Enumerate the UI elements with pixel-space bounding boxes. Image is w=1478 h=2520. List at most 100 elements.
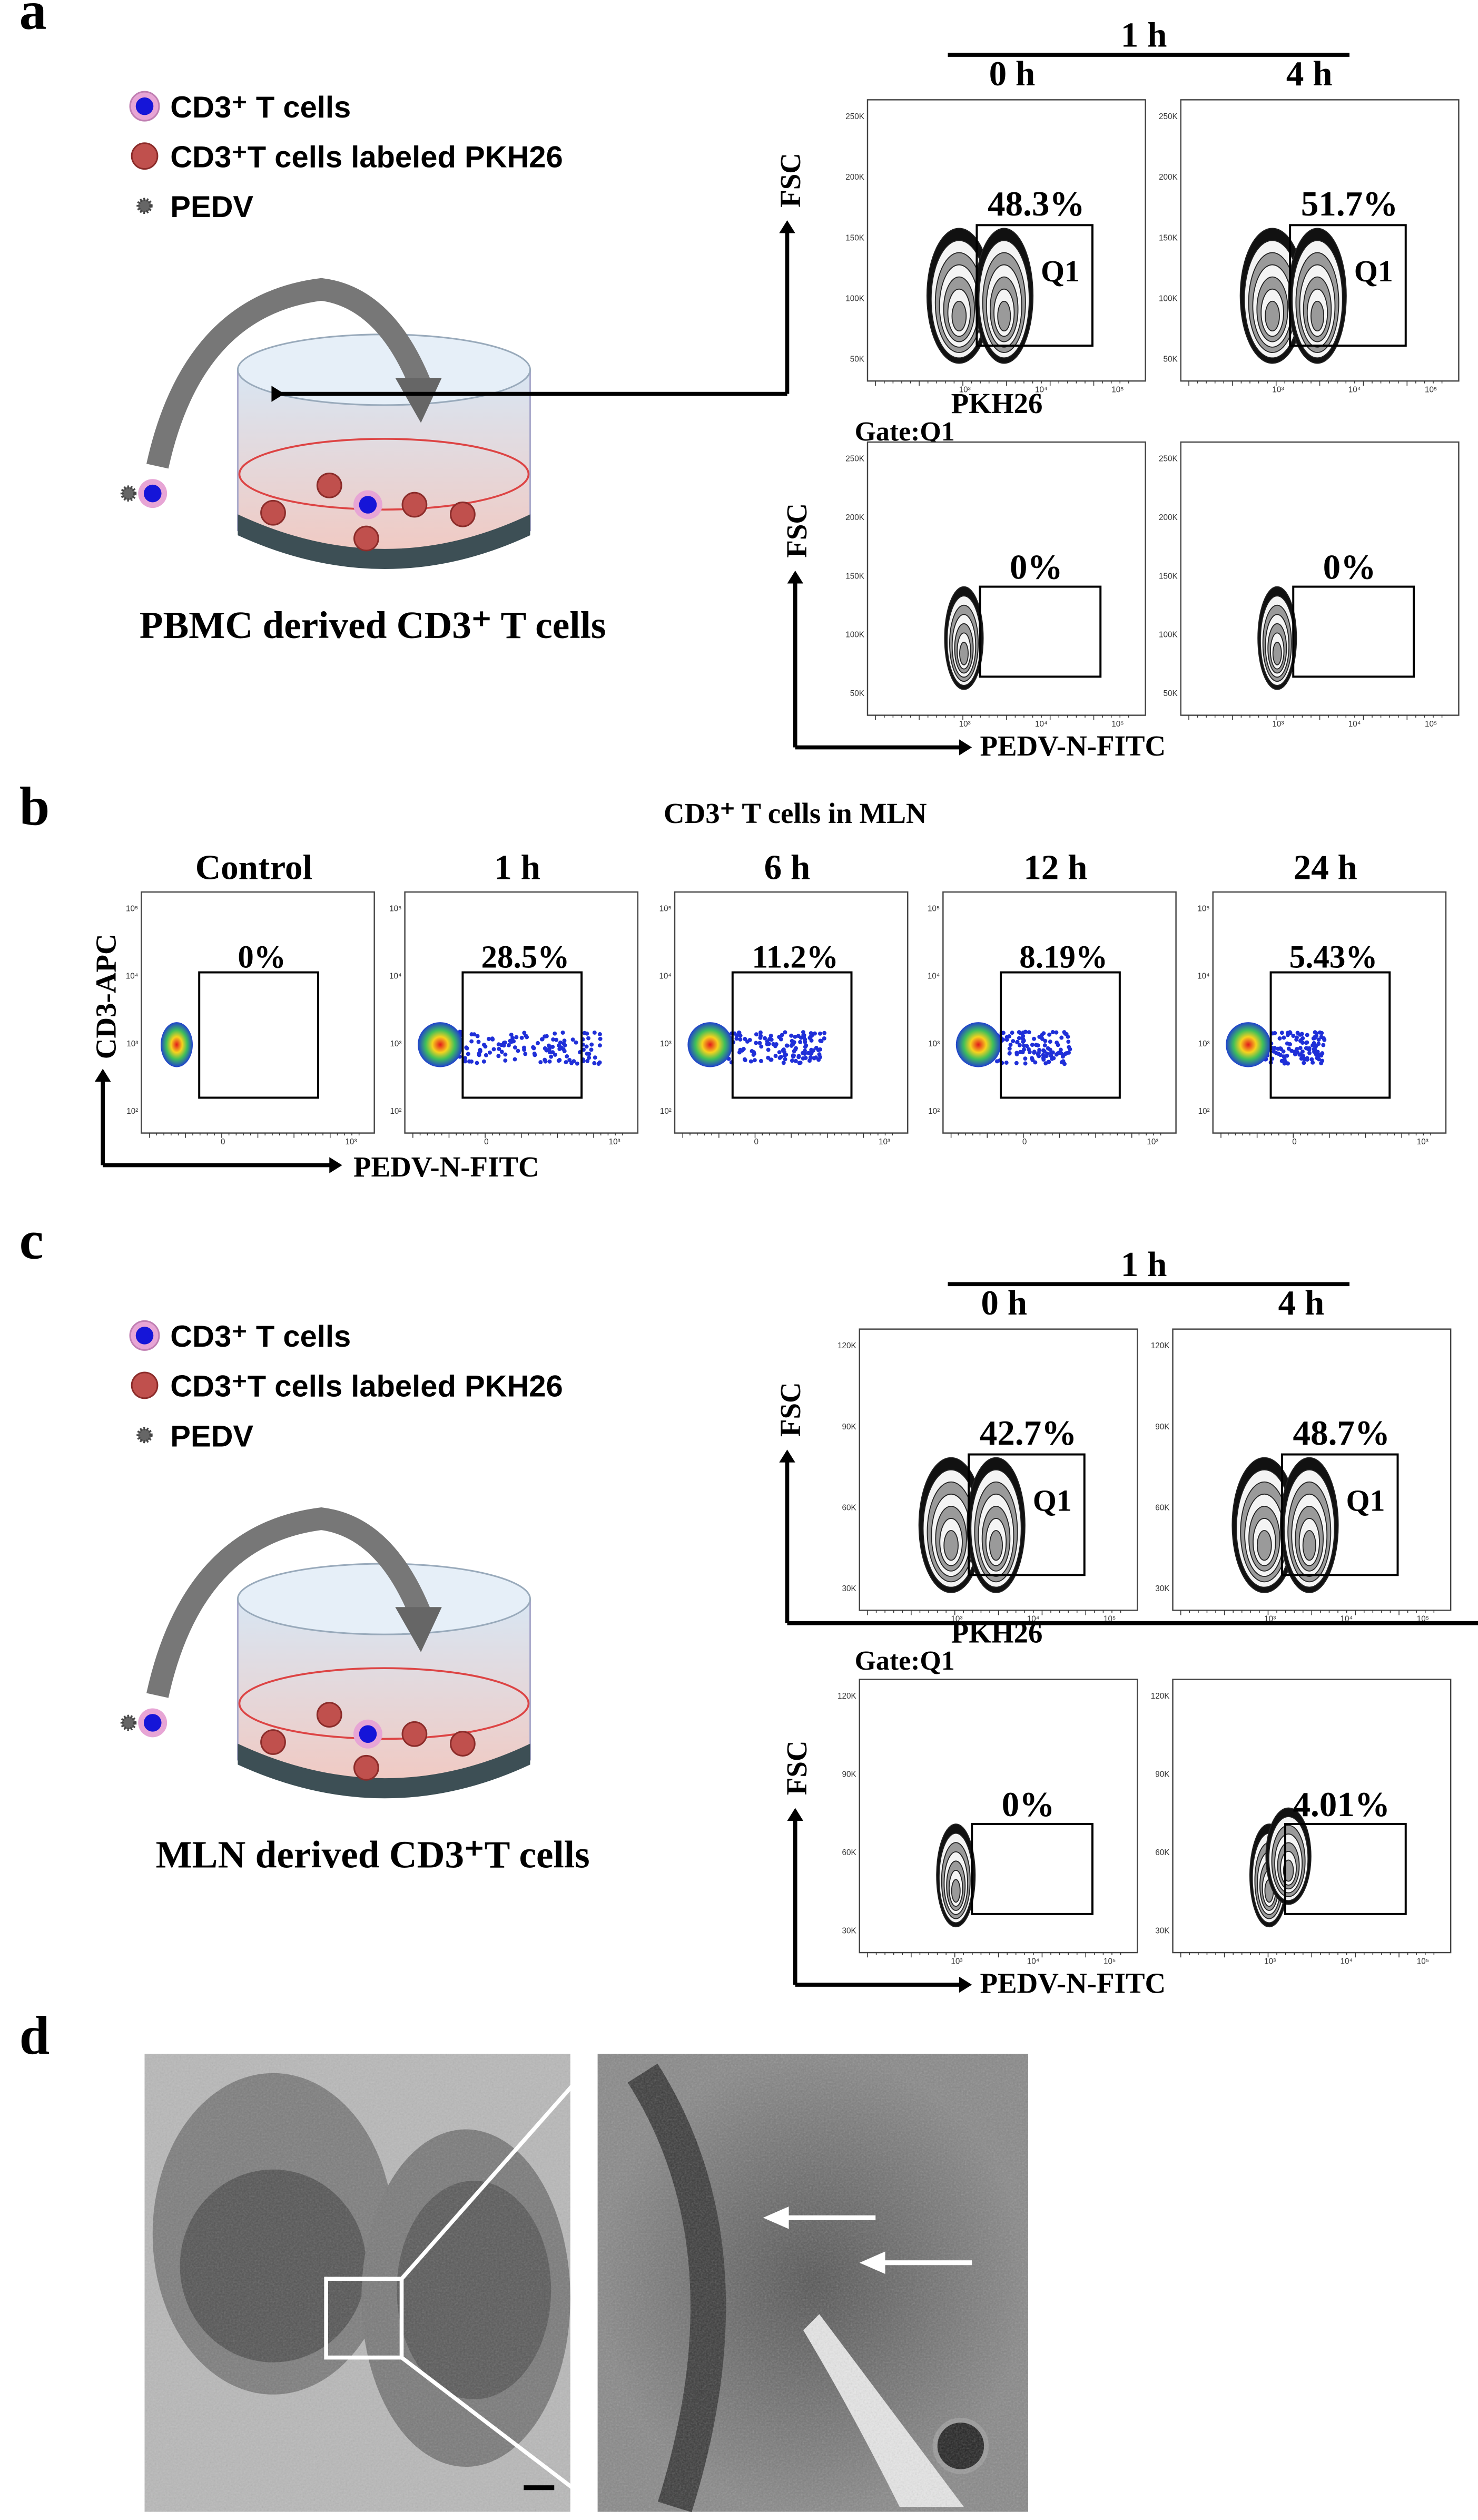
label: 30K [1155,1584,1169,1593]
label: 51.7% [1301,184,1398,223]
event [469,1039,474,1044]
label: 10⁵ [659,905,672,914]
event [768,1033,773,1038]
event [598,1036,603,1041]
label: 10³ [1147,1138,1158,1146]
event [592,1061,597,1065]
cell [260,499,286,526]
event [793,1034,797,1039]
plot-frame [866,441,1146,716]
event [1321,1043,1326,1047]
density [687,1022,733,1067]
event [1282,1060,1287,1064]
event [543,1046,547,1051]
label: 50K [850,355,864,364]
contour [997,300,1011,332]
event [743,1058,747,1063]
event [1032,1036,1037,1041]
event [597,1032,602,1036]
cell [450,501,476,527]
label: 10³ [126,1040,138,1048]
event [475,1034,480,1038]
event [752,1050,756,1055]
event [801,1030,805,1035]
legend-icon [131,142,159,170]
event [487,1037,491,1041]
event [514,1035,519,1040]
event [1014,1061,1019,1065]
dish-base [238,1743,530,1799]
arrow-head [395,1607,442,1652]
event [592,1030,597,1035]
label: CD3⁺T cells labeled PKH26 [170,1370,563,1404]
event [562,1049,567,1054]
event [585,1051,589,1056]
event [1276,1046,1280,1051]
label: 4 h [1286,54,1333,93]
label: 120K [1151,1692,1170,1701]
event [574,1040,578,1045]
label: 90K [1155,1770,1169,1779]
label: Q1 [1041,254,1080,288]
label: 10⁴ [1348,386,1361,395]
event [523,1052,528,1056]
event [1021,1034,1026,1038]
event [1288,1031,1293,1035]
event [1054,1052,1059,1057]
event [586,1036,590,1041]
event [1291,1034,1296,1038]
label: 10³ [951,1957,962,1966]
plot-frame [1212,891,1447,1134]
contour [951,300,967,332]
label: 10³ [1417,1138,1428,1146]
pointer-head [763,2206,789,2229]
event [1312,1047,1316,1052]
event [1063,1052,1068,1056]
cell [359,1725,377,1743]
label: 0 [221,1138,225,1146]
event [1056,1043,1060,1047]
event [490,1037,495,1042]
event [513,1045,517,1050]
label: 12 h [1023,848,1087,887]
event [506,1043,511,1047]
event [1316,1037,1321,1042]
event [799,1035,803,1040]
plot-frame [141,891,375,1134]
label: 10⁵ [126,905,138,914]
event [766,1042,771,1046]
label: 6 h [764,848,811,887]
event [806,1051,811,1055]
contour [951,1879,961,1903]
label: PEDV-N-FITC [980,730,1166,762]
label: 48.7% [1293,1413,1390,1453]
label: c [19,1210,44,1270]
event [1045,1052,1050,1056]
cell [143,484,162,503]
plot-frame [859,1679,1138,1954]
event [543,1057,547,1062]
event [768,1057,773,1062]
event [1307,1051,1312,1055]
event [565,1054,569,1058]
label: 10² [1198,1107,1210,1116]
gate [1269,971,1391,1099]
event [734,1036,739,1041]
label: 60K [842,1848,856,1857]
label: 60K [1155,1848,1169,1857]
texture [597,2054,1028,2512]
label: 10³ [928,1040,940,1048]
label: FSC [781,1740,813,1795]
label: 100K [845,294,864,303]
event [564,1060,568,1065]
event [1305,1057,1309,1062]
arrow-head [329,1157,342,1173]
cell [450,1731,476,1757]
event [1304,1046,1309,1051]
label: 10⁴ [928,972,940,981]
plot-frame [674,891,909,1134]
event [1066,1034,1070,1039]
event [1024,1044,1029,1048]
event [1298,1046,1303,1051]
label: 150K [1159,233,1178,242]
